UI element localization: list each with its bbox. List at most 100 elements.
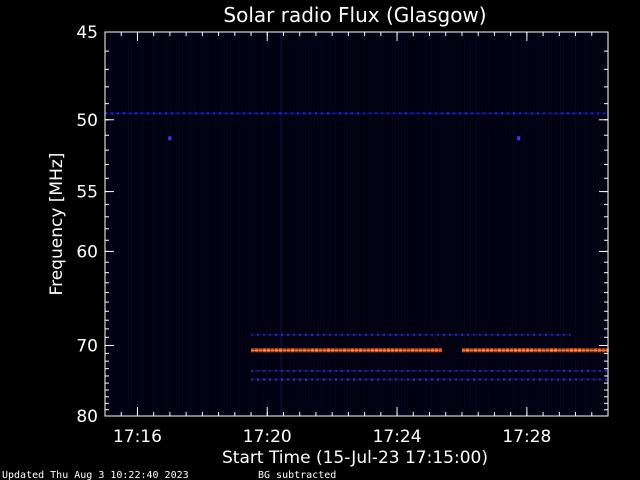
emission-dash <box>425 378 428 381</box>
emission-dash <box>429 112 431 115</box>
emission-dash <box>449 378 452 381</box>
emission-dash <box>299 333 302 336</box>
emission-dash <box>443 378 446 381</box>
background-noise-column <box>218 32 219 416</box>
emission-dash <box>261 112 263 115</box>
emission-dash <box>311 333 314 336</box>
background-noise-column <box>329 32 330 416</box>
background-noise-column <box>377 32 378 416</box>
emission-dash <box>371 333 374 336</box>
emission-dash <box>561 112 563 115</box>
background-noise-column <box>575 32 576 416</box>
emission-dash <box>311 369 314 372</box>
emission-dash <box>321 112 323 115</box>
emission-line <box>251 333 570 336</box>
emission-dash <box>275 369 278 372</box>
background-noise-column <box>476 32 477 416</box>
emission-dash <box>357 112 359 115</box>
emission-dash <box>327 112 329 115</box>
background-noise-column <box>167 32 168 416</box>
background-noise-column <box>383 32 384 416</box>
emission-dash <box>309 112 311 115</box>
emission-dash <box>431 369 434 372</box>
emission-dash <box>393 112 395 115</box>
emission-dash <box>293 369 296 372</box>
emission-dash <box>263 333 266 336</box>
emission-dash <box>413 378 416 381</box>
emission-dash <box>473 369 476 372</box>
emission-dash <box>371 378 374 381</box>
emission-dash <box>335 369 338 372</box>
y-tick-label: 70 <box>76 336 98 356</box>
emission-dash <box>111 112 113 115</box>
emission-dash <box>573 112 575 115</box>
emission-dash <box>467 378 470 381</box>
emission-dash <box>407 333 410 336</box>
emission-dash <box>539 369 542 372</box>
background-noise-column <box>509 32 510 416</box>
emission-dash <box>533 369 536 372</box>
emission-dash <box>455 378 458 381</box>
emission-dash <box>437 369 440 372</box>
background-noise-column <box>110 32 111 416</box>
emission-dash <box>153 112 155 115</box>
background-noise-column <box>371 32 372 416</box>
background-noise-column <box>137 32 138 416</box>
emission-dash <box>159 112 161 115</box>
emission-dash <box>389 333 392 336</box>
emission-dash <box>417 112 419 115</box>
emission-dash <box>413 369 416 372</box>
emission-dash <box>497 333 500 336</box>
background-noise-column <box>497 32 498 416</box>
background-noise-column <box>581 32 582 416</box>
emission-dash <box>465 112 467 115</box>
background-noise-column <box>221 32 222 416</box>
emission-dash <box>369 112 371 115</box>
emission-dash <box>461 369 464 372</box>
footer-updated: Updated Thu Aug 3 10:22:40 2023 <box>2 470 189 480</box>
x-tick-label: 17:20 <box>243 427 292 447</box>
emission-dash <box>401 378 404 381</box>
emission-dash <box>527 333 530 336</box>
background-noise-column <box>323 32 324 416</box>
emission-dash <box>603 112 605 115</box>
emission-dash <box>171 112 173 115</box>
background-noise-column <box>398 32 399 416</box>
emission-dash <box>335 333 338 336</box>
background-noise-column <box>407 32 408 416</box>
emission-dash <box>437 333 440 336</box>
emission-dash <box>521 369 524 372</box>
emission-line-core <box>461 349 608 351</box>
emission-dash <box>329 378 332 381</box>
background-noise-column <box>155 32 156 416</box>
background-noise-column <box>233 32 234 416</box>
background-noise-column <box>461 32 462 416</box>
emission-dash <box>519 112 521 115</box>
background-noise-column <box>545 32 546 416</box>
emission-dash <box>281 333 284 336</box>
background-noise-column <box>548 32 549 416</box>
emission-dash <box>449 333 452 336</box>
background-noise-column <box>464 32 465 416</box>
background-noise-column <box>401 32 402 416</box>
emission-dash <box>383 333 386 336</box>
y-tick-label: 50 <box>76 111 98 131</box>
emission-dash <box>515 333 518 336</box>
background-noise-column <box>533 32 534 416</box>
background-noise-column <box>311 32 312 416</box>
emission-dash <box>575 369 578 372</box>
background-noise-column <box>143 32 144 416</box>
emission-dash <box>447 112 449 115</box>
background-noise-column <box>275 32 276 416</box>
background-noise-column <box>263 32 264 416</box>
emission-dash <box>569 378 572 381</box>
emission-dash <box>141 112 143 115</box>
emission-dash <box>273 112 275 115</box>
background-noise-column <box>530 32 531 416</box>
emission-dash <box>297 112 299 115</box>
background-noise-column <box>410 32 411 416</box>
emission-dash <box>411 112 413 115</box>
emission-dash <box>407 369 410 372</box>
background-noise-column <box>392 32 393 416</box>
background-noise-column <box>284 32 285 416</box>
